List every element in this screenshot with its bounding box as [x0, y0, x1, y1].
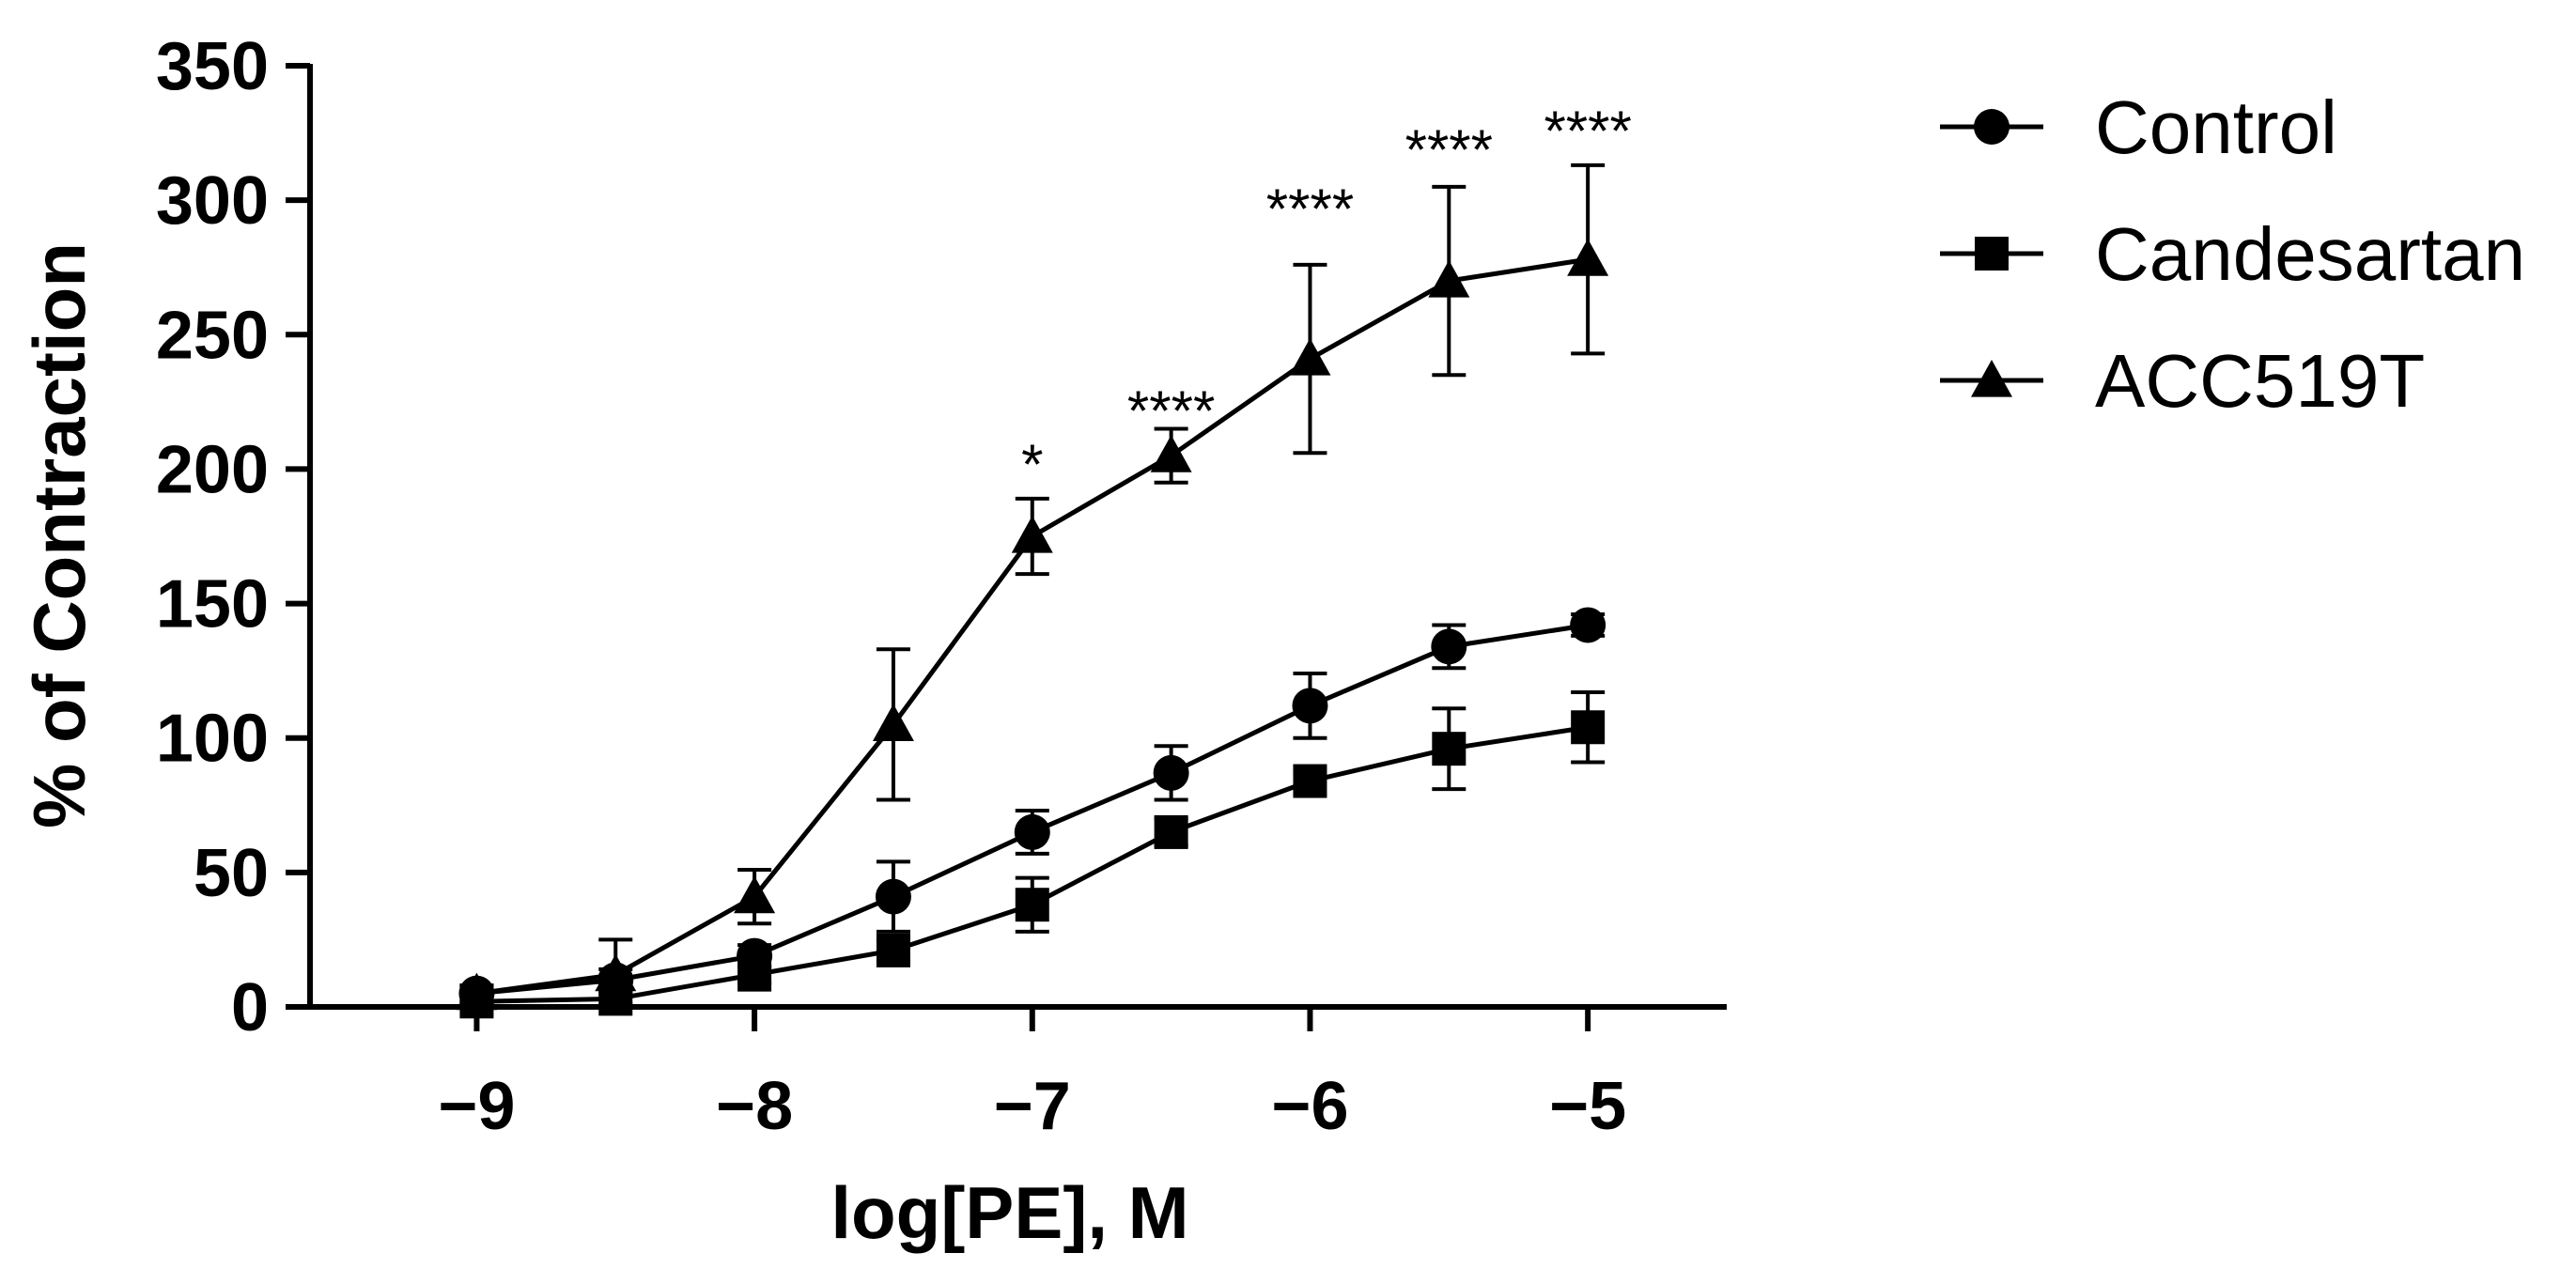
data-point	[1293, 764, 1327, 798]
data-point	[1014, 813, 1050, 850]
data-point	[734, 875, 776, 914]
x-tick-label: −9	[438, 1069, 515, 1144]
data-point	[1153, 754, 1189, 791]
legend-marker	[1974, 109, 2010, 145]
data-point	[1289, 338, 1331, 376]
legend: Control Candesartan ACC519T	[1940, 85, 2525, 423]
x-tick-label: −8	[716, 1069, 793, 1144]
data-point	[456, 972, 498, 1011]
data-point	[1567, 239, 1609, 276]
significance-label: ****	[1266, 178, 1354, 240]
data-point	[1570, 607, 1606, 643]
series-candesartan	[459, 690, 1606, 1019]
significance-label: ****	[1405, 118, 1493, 181]
significance-label: *	[1021, 433, 1043, 496]
data-point	[595, 953, 637, 992]
legend-label: ACC519T	[2095, 339, 2425, 423]
data-point	[737, 957, 772, 992]
axes	[307, 64, 1727, 1010]
y-tick-label: 250	[156, 298, 269, 373]
y-tick-label: 50	[194, 836, 269, 911]
data-point	[1015, 888, 1049, 922]
x-tick-label: −5	[1549, 1069, 1626, 1144]
data-point	[1011, 516, 1053, 553]
data-point	[876, 933, 910, 967]
x-axis-title: log[PE], M	[830, 1171, 1188, 1254]
legend-item-control: Control	[1940, 85, 2337, 169]
y-tick-label: 300	[156, 163, 269, 239]
data-point	[1154, 814, 1188, 849]
data-point	[1431, 628, 1467, 665]
significance-label: ****	[1544, 100, 1631, 162]
legend-item-acc519t: ACC519T	[1940, 339, 2425, 423]
legend-label: Candesartan	[2095, 212, 2525, 296]
y-tick-label: 150	[156, 567, 269, 642]
data-point	[875, 878, 911, 915]
y-tick-label: 200	[156, 432, 269, 507]
data-point	[872, 704, 914, 741]
data-point	[1292, 688, 1328, 724]
y-tick-label: 0	[231, 970, 269, 1045]
significance-label: ****	[1127, 379, 1215, 442]
legend-marker	[1971, 360, 2012, 397]
legend-label: Control	[2095, 85, 2337, 169]
x-tick-label: −6	[1271, 1069, 1348, 1144]
x-tick-label: −7	[994, 1069, 1071, 1144]
y-tick-label: 350	[156, 29, 269, 104]
data-point	[1150, 435, 1192, 472]
data-point	[1571, 710, 1606, 745]
series-acc519t	[456, 162, 1609, 1011]
legend-marker	[1975, 237, 2009, 271]
series-layer	[456, 162, 1609, 1019]
x-ticks: −9 −8 −7 −6 −5	[438, 1007, 1626, 1144]
y-ticks: 0 50 100 150 200 250 300 350	[156, 29, 310, 1045]
y-axis-title: % of Contraction	[18, 242, 101, 828]
data-point	[1428, 260, 1470, 298]
data-point	[1432, 732, 1466, 766]
annotation-layer: ************* ****	[1021, 100, 1632, 496]
series-control	[458, 607, 1606, 1012]
legend-item-candesartan: Candesartan	[1940, 212, 2525, 296]
y-tick-label: 100	[156, 702, 269, 777]
